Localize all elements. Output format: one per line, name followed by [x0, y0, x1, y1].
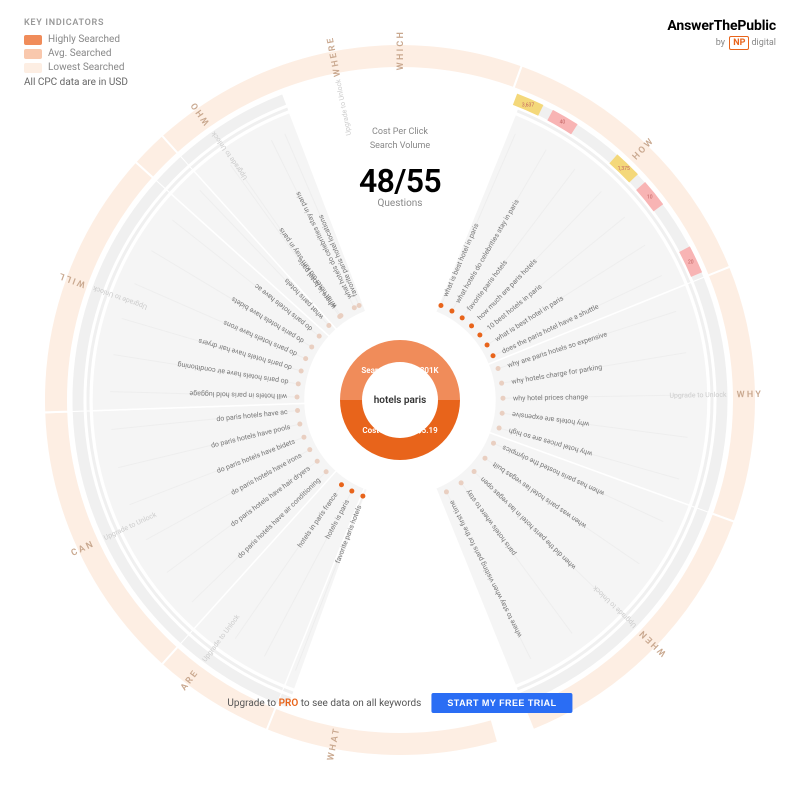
spoke-dot — [337, 314, 342, 319]
heat-value: 3,637 — [522, 102, 534, 108]
start-trial-button[interactable]: START MY FREE TRIAL — [431, 693, 572, 713]
heat-value: 1,375 — [618, 166, 630, 172]
spoke-dot — [307, 447, 312, 452]
category-label: WHICH — [396, 30, 406, 70]
spoke-dot — [485, 342, 490, 347]
spoke-dot — [469, 323, 474, 328]
spoke-dot — [309, 344, 314, 349]
spoke-dot — [360, 494, 365, 499]
unlock-label[interactable]: Upgrade to Unlock — [669, 391, 727, 400]
spoke-label[interactable]: why hotel prices change — [513, 393, 588, 402]
spoke-dot — [339, 482, 344, 487]
spoke-dot — [296, 381, 301, 386]
unlock-label[interactable]: Upgrade to Unlock — [334, 78, 353, 136]
spoke-dot — [496, 366, 501, 371]
cta-text: Upgrade to PRO to see data on all keywor… — [227, 698, 421, 709]
spoke-dot — [352, 305, 357, 310]
spoke-dot — [499, 381, 504, 386]
spoke-dot — [482, 456, 487, 461]
spoke-dot — [349, 489, 354, 494]
spoke-dot — [324, 469, 329, 474]
hub: Search Volume: 301K Cost Per Click: $5.1… — [340, 340, 460, 460]
spoke-dot — [299, 369, 304, 374]
spoke-dot — [295, 395, 300, 400]
heat-value: 20 — [688, 259, 694, 265]
spoke-dot — [500, 396, 505, 401]
spoke-dot — [500, 411, 505, 416]
heat-value: 10 — [647, 194, 653, 200]
category-label: WHY — [737, 390, 764, 400]
spoke-dot — [477, 332, 482, 337]
spoke-dot — [497, 426, 502, 431]
spoke-dot — [459, 480, 464, 485]
spoke-dot — [444, 489, 449, 494]
spoke-dot — [317, 334, 322, 339]
spoke-dot — [303, 356, 308, 361]
spoke-dot — [449, 309, 454, 314]
spoke-dot — [460, 315, 465, 320]
spoke-dot — [326, 323, 331, 328]
spoke-dot — [357, 303, 362, 308]
spoke-dot — [491, 353, 496, 358]
heat-value: 40 — [560, 120, 566, 126]
upgrade-cta: Upgrade to PRO to see data on all keywor… — [227, 693, 572, 713]
spoke-dot — [491, 441, 496, 446]
spoke-dot — [438, 303, 443, 308]
spoke-dot — [295, 408, 300, 413]
spoke-dot — [315, 459, 320, 464]
spoke-dot — [472, 469, 477, 474]
hub-keyword: hotels paris — [362, 362, 438, 438]
spoke-dot — [297, 422, 302, 427]
spoke-dot — [301, 435, 306, 440]
